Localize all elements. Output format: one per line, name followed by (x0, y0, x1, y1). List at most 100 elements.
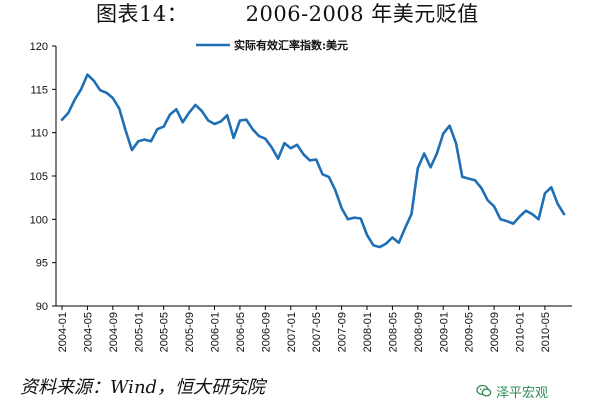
data-point (360, 217, 362, 220)
data-point (67, 112, 69, 114)
legend-label: 实际有效汇率指数:美元 (234, 38, 348, 52)
data-point (480, 187, 482, 189)
data-point (474, 179, 476, 181)
data-point (550, 186, 552, 188)
x-tick-label: 2008-05 (387, 312, 399, 352)
data-point (391, 236, 393, 239)
data-point (366, 234, 368, 236)
x-tick-label: 2005-01 (133, 312, 145, 352)
x-tick-label: 2006-09 (260, 312, 272, 352)
data-point (518, 216, 521, 218)
data-point (118, 107, 120, 109)
source-note: 资料来源：Wind，恒大研究院 (20, 377, 266, 398)
data-point (557, 203, 559, 205)
data-point (442, 132, 444, 135)
x-tick-label: 2008-01 (362, 312, 374, 352)
data-point (328, 176, 330, 178)
data-point (341, 207, 343, 209)
data-point (563, 213, 565, 215)
data-point (233, 137, 235, 139)
data-point (99, 89, 101, 91)
x-tick-label: 2010-01 (515, 312, 527, 352)
data-point (455, 142, 457, 144)
data-point (398, 242, 400, 244)
data-point (410, 213, 413, 215)
data-point (531, 213, 533, 215)
page-title: 图表14： 2006-2008 年美元贬值 (96, 2, 479, 26)
data-point (252, 128, 254, 130)
data-point (124, 129, 127, 131)
data-point (423, 152, 425, 155)
data-point (112, 97, 114, 99)
x-tick-label: 2004-09 (108, 312, 120, 352)
data-point (245, 119, 247, 121)
data-point (379, 246, 381, 248)
data-point (372, 244, 374, 246)
data-point (468, 178, 470, 180)
x-tick-label: 2006-05 (235, 312, 247, 352)
watermark: 泽平宏观 (476, 380, 548, 402)
data-point (353, 217, 355, 219)
series-layer (60, 73, 566, 249)
data-point (487, 199, 489, 201)
data-point (302, 153, 305, 155)
wechat-icon (476, 384, 492, 397)
x-tick-label: 2007-09 (337, 312, 349, 352)
data-point (194, 104, 196, 106)
y-tick-label: 115 (30, 84, 48, 96)
data-point (80, 88, 82, 90)
data-point (182, 121, 184, 123)
data-point (137, 140, 139, 142)
data-point (315, 158, 317, 161)
legend: 实际有效汇率指数:美元 (196, 38, 348, 52)
y-tick-label: 105 (30, 171, 48, 183)
x-tick-label: 2007-01 (286, 312, 298, 352)
data-point (506, 220, 508, 222)
data-point (321, 173, 324, 175)
data-point (544, 192, 546, 194)
data-point (277, 158, 279, 160)
data-point (264, 138, 266, 140)
x-tick-label: 2007-05 (311, 312, 323, 352)
data-point (271, 146, 273, 148)
data-point (525, 210, 527, 212)
data-point (169, 113, 171, 116)
data-point (163, 126, 165, 128)
data-point (430, 166, 432, 168)
data-point (105, 92, 108, 94)
data-point (461, 176, 463, 178)
data-point (175, 108, 177, 110)
data-point (239, 119, 241, 122)
x-tick-label: 2005-05 (159, 312, 171, 352)
y-tick-label: 120 (30, 41, 48, 53)
x-tick-label: 2008-09 (413, 312, 425, 352)
data-point (296, 144, 298, 146)
data-point (86, 74, 88, 76)
data-point (226, 114, 228, 116)
y-tick-label: 110 (30, 128, 48, 140)
data-point (131, 149, 133, 151)
x-tick-label: 2009-05 (464, 312, 476, 352)
data-point (290, 147, 292, 149)
data-point (309, 159, 311, 161)
data-point (449, 125, 451, 127)
data-point (150, 140, 152, 142)
x-axis: 2004-01 2004-05 2004-09 2005-01 2005-05 2005-… (56, 305, 572, 352)
x-tick-label: 2009-01 (438, 312, 450, 352)
data-point (334, 189, 336, 191)
data-point (93, 80, 95, 82)
series-line (60, 73, 566, 249)
data-point (213, 123, 216, 125)
data-point (512, 223, 514, 225)
x-tick-label: 2004-01 (57, 312, 69, 352)
data-point (207, 119, 209, 122)
data-point (499, 218, 502, 220)
x-tick-label: 2005-09 (184, 312, 196, 352)
data-point (74, 99, 76, 101)
data-point (258, 135, 260, 137)
y-axis: 90 95 100 105 110 115 120 (30, 41, 57, 313)
data-point (417, 167, 419, 169)
data-point (385, 243, 387, 245)
x-tick-label: 2010-05 (540, 312, 552, 352)
